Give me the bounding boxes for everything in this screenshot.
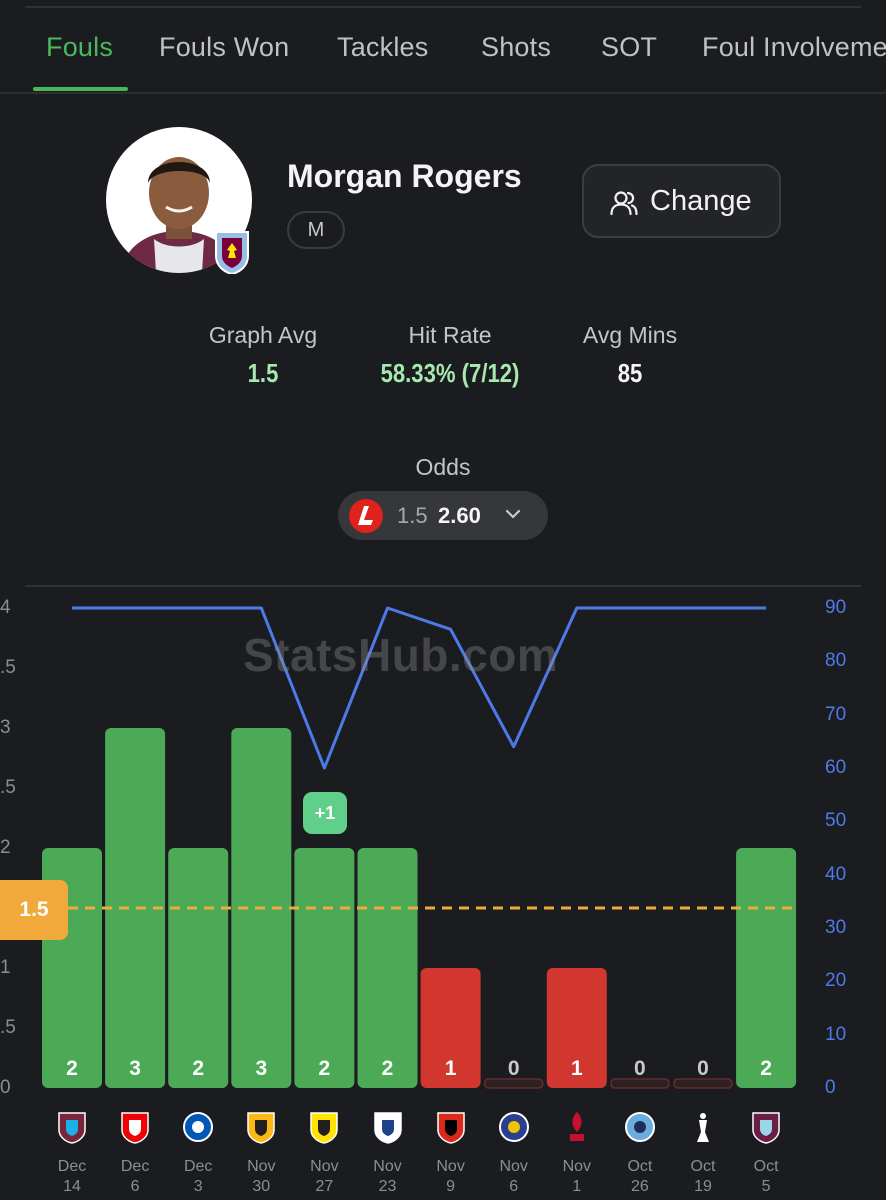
bar-value-label: 3 [129, 1057, 141, 1080]
y-right-tick-label: 0 [825, 1077, 836, 1098]
odds-selector[interactable]: 1.5 2.60 [338, 491, 548, 540]
club-badge-icon [215, 231, 249, 274]
graph-avg-value: 1.5 [247, 358, 279, 388]
bar-value-label: 0 [634, 1057, 646, 1080]
y-left-tick-label: 1 [0, 957, 11, 978]
threshold-line-badge: 1.5 [0, 880, 68, 940]
leeds-crest-icon [372, 1110, 404, 1144]
y-left-tick-label: 0 [0, 1077, 11, 1098]
x-date-label: Oct 19 [690, 1158, 716, 1195]
tottenham-crest-icon [687, 1110, 719, 1144]
x-date-label: Nov 6 [499, 1158, 528, 1195]
tab-fouls-won[interactable]: Fouls Won [159, 32, 290, 62]
y-right-tick-label: 80 [825, 650, 847, 672]
x-date-label: Nov 1 [562, 1158, 592, 1195]
odds-line: 1.5 [397, 503, 428, 528]
bar-value-label: 0 [697, 1057, 709, 1080]
bar-value-label: 1 [571, 1057, 583, 1080]
fouls-bar [168, 848, 229, 1088]
active-tab-indicator [33, 87, 128, 91]
brighton-crest-icon [182, 1110, 214, 1144]
y-left-tick-label: 2 [0, 837, 11, 858]
change-player-button[interactable]: Change [582, 164, 781, 238]
bar-value-label: 3 [255, 1057, 267, 1080]
bar-value-label: 2 [319, 1057, 331, 1080]
fouls-bar-zero [673, 1078, 733, 1089]
bournemouth-crest-icon [435, 1110, 467, 1144]
y-left-tick-label: .5 [0, 777, 16, 798]
young-boys-crest-icon [308, 1110, 340, 1144]
avg-mins-label: Avg Mins [582, 322, 678, 348]
chevron-down-icon [505, 509, 521, 519]
y-left-tick-label: 4 [0, 597, 11, 618]
x-date-label: Dec 3 [183, 1158, 213, 1195]
player-avatar [106, 127, 252, 273]
y-right-tick-label: 20 [825, 970, 847, 992]
y-right-tick-label: 70 [825, 703, 847, 725]
watermark: StatsHub.com [243, 629, 559, 681]
maccabi-tel-aviv-crest-icon [498, 1110, 530, 1144]
player-name: Morgan Rogers [287, 158, 522, 194]
x-date-label: Nov 9 [436, 1158, 465, 1195]
x-date-label: Oct 5 [753, 1158, 779, 1195]
ladbrokes-logo-icon [349, 499, 383, 533]
fouls-bar [105, 728, 166, 1088]
tab-shots[interactable]: Shots [481, 32, 552, 62]
fouls-bar [736, 848, 797, 1088]
x-date-label: Oct 26 [627, 1158, 653, 1195]
x-date-label: Nov 23 [373, 1158, 402, 1195]
bar-value-label: 0 [508, 1057, 520, 1080]
minutes-line [72, 606, 767, 770]
tab-foul-involvement[interactable]: Foul Involveme [702, 32, 886, 62]
fouls-bar [420, 968, 481, 1088]
plus-one-badge: +1 [303, 792, 347, 834]
x-date-label: Nov 30 [247, 1158, 276, 1195]
fouls-bar [546, 968, 607, 1088]
tabs-divider [0, 92, 886, 94]
fouls-bar-zero [483, 1078, 544, 1089]
y-left-tick-label: .5 [0, 1017, 16, 1038]
fouls-bar [357, 848, 418, 1088]
fouls-bar [294, 848, 355, 1088]
bar-value-label: 1 [445, 1057, 457, 1080]
y-right-tick-label: 60 [825, 757, 847, 778]
west-ham-crest-icon [56, 1110, 88, 1144]
chart-top-divider [25, 585, 861, 587]
manchester-city-crest-icon [624, 1110, 656, 1144]
y-right-tick-label: 40 [825, 863, 847, 885]
y-right-tick-label: 50 [825, 810, 847, 832]
y-right-tick-label: 10 [825, 1023, 847, 1045]
fouls-bar-zero [610, 1078, 670, 1089]
odds-label: Odds [415, 454, 471, 480]
y-right-tick-label: 30 [825, 917, 847, 938]
users-icon [610, 191, 638, 216]
x-date-label: Dec 6 [120, 1158, 150, 1195]
hit-rate-label: Hit Rate [408, 322, 492, 348]
fouls-chart: 2 3 2 3 2 2 1 0 1 0 0 2 [42, 606, 798, 1089]
y-left-tick-label: .5 [0, 657, 16, 678]
avg-mins-value: 85 [617, 358, 643, 388]
position-badge: M [287, 211, 345, 249]
wolves-crest-icon [245, 1110, 277, 1144]
odds-price: 2.60 [438, 503, 481, 528]
hit-rate-value: 58.33% (7/12) [380, 358, 520, 388]
liverpool-crest-icon [561, 1110, 593, 1144]
tab-sot[interactable]: SOT [601, 32, 658, 62]
tab-fouls[interactable]: Fouls [46, 32, 114, 62]
y-right-tick-label: 90 [825, 597, 847, 618]
bar-value-label: 2 [192, 1057, 204, 1080]
y-left-tick-label: 3 [0, 717, 11, 738]
bar-value-label: 2 [382, 1057, 394, 1080]
stat-tabs: Fouls Fouls Won Tackles Shots SOT Foul I… [0, 18, 886, 90]
graph-avg-label: Graph Avg [208, 322, 318, 348]
x-date-label: Dec 14 [57, 1158, 87, 1195]
bar-value-label: 2 [760, 1057, 772, 1080]
change-button-label: Change [650, 185, 752, 217]
bar-value-label: 2 [66, 1057, 78, 1080]
top-divider [25, 6, 861, 8]
x-date-label: Nov 27 [310, 1158, 339, 1195]
arsenal-crest-icon [119, 1110, 151, 1144]
burnley-crest-icon [750, 1110, 782, 1144]
tab-tackles[interactable]: Tackles [337, 32, 429, 62]
